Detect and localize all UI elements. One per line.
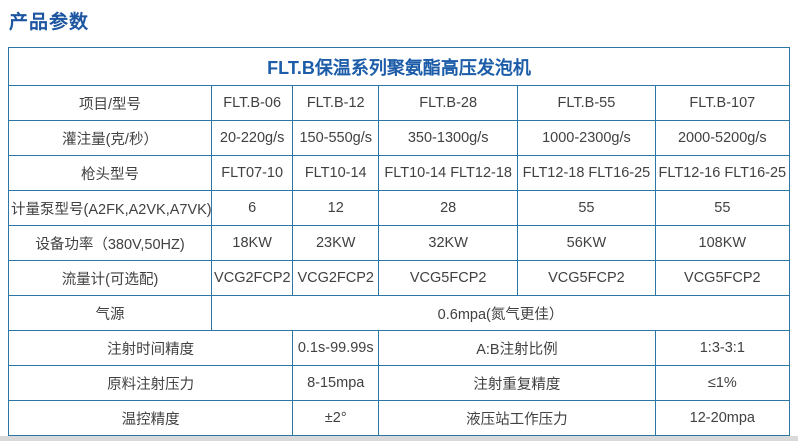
table-row: 气源 0.6mpa(氮气更佳） bbox=[7, 295, 790, 331]
cell-value: FLT.B-28 bbox=[378, 85, 519, 121]
row-label: 枪头型号 bbox=[7, 155, 213, 191]
cell-value: 108KW bbox=[654, 225, 791, 261]
table-row: 温控精度 ±2° 液压站工作压力 12-20mpa bbox=[7, 400, 791, 436]
table-row: 项目/型号 FLT.B-06 FLT.B-12 FLT.B-28 FLT.B-5… bbox=[7, 85, 791, 121]
cell-value: 1000-2300g/s bbox=[517, 120, 656, 156]
row-label: 流量计(可选配) bbox=[7, 260, 213, 296]
cell-value: FLT.B-55 bbox=[517, 85, 656, 121]
cell-value: FLT10-14 bbox=[292, 155, 380, 191]
row-label: 计量泵型号(A2FK,A2VK,A7VK) bbox=[7, 190, 213, 226]
cell-value: 1:3-3:1 bbox=[654, 330, 791, 366]
row-label: 灌注量(克/秒） bbox=[7, 120, 213, 156]
table-row: 灌注量(克/秒） 20-220g/s 150-550g/s 350-1300g/… bbox=[7, 120, 791, 156]
cell-value: VCG5FCP2 bbox=[378, 260, 519, 296]
cell-value: 55 bbox=[654, 190, 791, 226]
cell-value: 6 bbox=[211, 190, 294, 226]
row-label: A:B注射比例 bbox=[378, 330, 656, 366]
product-parameters-table: FLT.B保温系列聚氨酯高压发泡机 项目/型号 FLT.B-06 FLT.B-1… bbox=[7, 47, 791, 436]
cell-value: ≤1% bbox=[654, 365, 791, 401]
cell-value: 18KW bbox=[211, 225, 294, 261]
table-row: 计量泵型号(A2FK,A2VK,A7VK) 6 12 28 55 55 bbox=[7, 190, 791, 226]
cell-value: FLT12-18 FLT16-25 bbox=[517, 155, 656, 191]
cell-value: 150-550g/s bbox=[292, 120, 380, 156]
row-label: 气源 bbox=[7, 295, 213, 331]
table-row: 原料注射压力 8-15mpa 注射重复精度 ≤1% bbox=[7, 365, 791, 401]
cell-value: FLT12-16 FLT16-25 bbox=[654, 155, 791, 191]
row-label: 温控精度 bbox=[7, 400, 294, 436]
cell-value: 8-15mpa bbox=[292, 365, 380, 401]
table-title: FLT.B保温系列聚氨酯高压发泡机 bbox=[8, 47, 790, 86]
cell-value: VCG5FCP2 bbox=[654, 260, 791, 296]
table-header-row: FLT.B保温系列聚氨酯高压发泡机 bbox=[8, 47, 790, 86]
cell-value: 12 bbox=[292, 190, 380, 226]
cell-value: FLT07-10 bbox=[211, 155, 294, 191]
cell-value: 0.1s-99.99s bbox=[292, 330, 380, 366]
cell-value: VCG5FCP2 bbox=[517, 260, 656, 296]
table-row: 注射时间精度 0.1s-99.99s A:B注射比例 1:3-3:1 bbox=[7, 330, 791, 366]
row-label: 项目/型号 bbox=[7, 85, 213, 121]
table-row: 设备功率（380V,50HZ) 18KW 23KW 32KW 56KW 108K… bbox=[7, 225, 791, 261]
cell-value: 2000-5200g/s bbox=[654, 120, 791, 156]
row-label: 液压站工作压力 bbox=[378, 400, 656, 436]
cell-value: 28 bbox=[378, 190, 519, 226]
cell-value: FLT.B-107 bbox=[654, 85, 791, 121]
cell-value: 0.6mpa(氮气更佳） bbox=[211, 295, 790, 331]
cell-value: 23KW bbox=[292, 225, 380, 261]
cell-value: VCG2FCP2 bbox=[211, 260, 294, 296]
cell-value: ±2° bbox=[292, 400, 380, 436]
cell-value: VCG2FCP2 bbox=[292, 260, 380, 296]
cell-value: 32KW bbox=[378, 225, 519, 261]
row-label: 注射时间精度 bbox=[7, 330, 294, 366]
row-label: 注射重复精度 bbox=[378, 365, 656, 401]
page-title: 产品参数 bbox=[9, 12, 90, 33]
cell-value: 55 bbox=[517, 190, 656, 226]
row-label: 设备功率（380V,50HZ) bbox=[7, 225, 213, 261]
table-row: 枪头型号 FLT07-10 FLT10-14 FLT10-14 FLT12-18… bbox=[7, 155, 791, 191]
bottom-divider bbox=[0, 436, 798, 441]
cell-value: 20-220g/s bbox=[211, 120, 294, 156]
cell-value: FLT10-14 FLT12-18 bbox=[378, 155, 519, 191]
cell-value: 12-20mpa bbox=[654, 400, 791, 436]
table-row: 流量计(可选配) VCG2FCP2 VCG2FCP2 VCG5FCP2 VCG5… bbox=[7, 260, 791, 296]
cell-value: 350-1300g/s bbox=[378, 120, 519, 156]
row-label: 原料注射压力 bbox=[7, 365, 294, 401]
cell-value: FLT.B-06 bbox=[211, 85, 294, 121]
cell-value: FLT.B-12 bbox=[292, 85, 380, 121]
cell-value: 56KW bbox=[517, 225, 656, 261]
